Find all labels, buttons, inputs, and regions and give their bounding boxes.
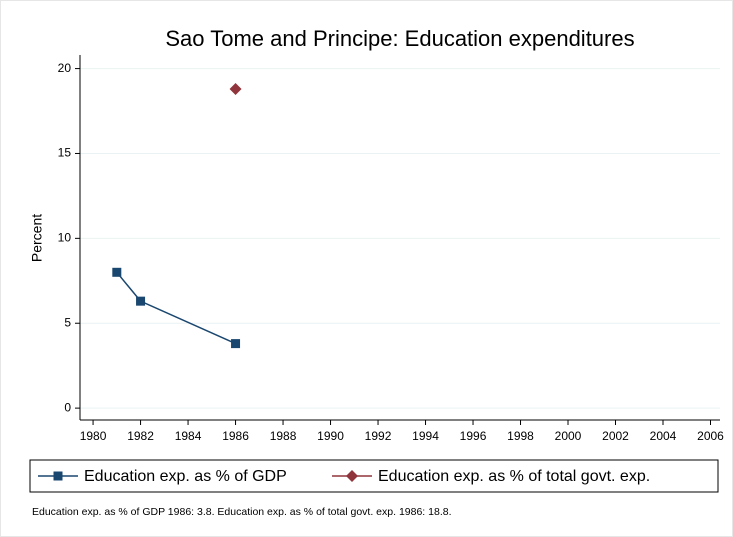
x-tick-label: 1984	[175, 429, 202, 443]
marker	[112, 267, 122, 277]
x-tick-label: 2004	[650, 429, 677, 443]
x-tick-label: 1980	[80, 429, 107, 443]
y-tick-label: 20	[58, 61, 72, 75]
x-tick-label: 1998	[507, 429, 534, 443]
marker	[231, 339, 241, 349]
y-tick-label: 5	[64, 315, 71, 329]
legend-box	[29, 459, 719, 493]
x-tick-label: 1996	[460, 429, 487, 443]
x-tick-label: 2002	[602, 429, 629, 443]
x-tick-label: 1994	[412, 429, 439, 443]
y-axis-label: Percent	[29, 214, 45, 262]
x-tick-label: 2000	[555, 429, 582, 443]
marker	[136, 296, 146, 306]
x-tick-label: 1986	[222, 429, 249, 443]
y-tick-label: 0	[64, 400, 71, 414]
x-tick-label: 1982	[127, 429, 154, 443]
legend-label: Education exp. as % of total govt. exp.	[378, 468, 650, 485]
x-tick-label: 1990	[317, 429, 344, 443]
y-tick-label: 15	[58, 146, 72, 160]
marker	[346, 470, 358, 482]
x-tick-label: 1988	[270, 429, 297, 443]
marker	[229, 82, 242, 95]
x-tick-label: 1992	[365, 429, 392, 443]
x-tick-label: 2006	[697, 429, 724, 443]
marker	[53, 471, 63, 481]
note: Education exp. as % of GDP 1986: 3.8. Ed…	[32, 506, 452, 518]
y-tick-label: 10	[58, 231, 72, 245]
chart-title: Sao Tome and Principe: Education expendi…	[165, 26, 634, 51]
legend-label: Education exp. as % of GDP	[84, 468, 287, 485]
